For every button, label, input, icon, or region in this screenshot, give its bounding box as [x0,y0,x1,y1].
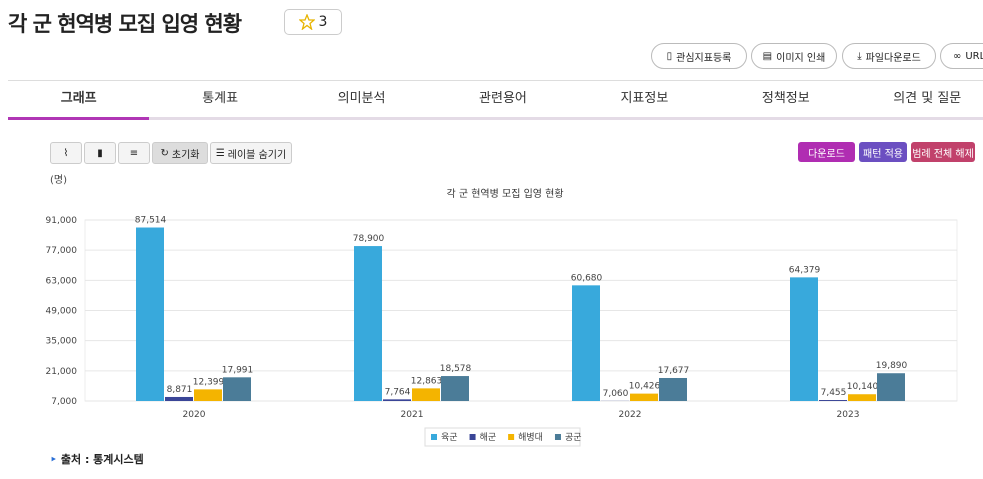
bar [877,373,905,401]
y-tick-label: 77,000 [46,246,78,256]
x-tick-label: 2022 [619,410,642,420]
tab[interactable]: 통계표 [202,91,239,106]
legend-label: 육군 [441,432,458,443]
value-label: 87,514 [135,216,167,226]
bar [441,376,469,401]
legend-box [424,427,581,447]
label: 패턴 적용 [863,148,903,160]
legend-label: 해병대 [518,432,543,443]
line-chart-button[interactable]: ⌇ [50,142,82,164]
bar [383,399,411,401]
bar [659,377,687,401]
hide-labels-button[interactable]: ☰ 레이블 숨기기 [210,142,292,164]
tab[interactable]: 그래프 [8,81,150,120]
bar-chart-button[interactable]: ▮ [84,142,116,164]
bar [354,246,382,401]
favorite-button[interactable]: 3 [284,9,342,35]
tab[interactable]: 의견 및 질문 [893,91,962,106]
x-tick-label: 2020 [183,410,206,420]
value-label: 60,680 [571,273,603,283]
label: 다운로드 [808,148,845,160]
tab[interactable]: 지표정보 [620,91,669,106]
bar [165,396,193,401]
reset-button[interactable]: ↻ 초기화 [152,142,208,164]
label: 이미지 인쇄 [776,52,826,64]
value-label: 17,677 [658,366,690,376]
star-icon [298,14,315,30]
value-label: 78,900 [353,234,385,244]
bar [630,393,658,401]
source-text: 출처 : 통계시스템 [60,453,144,466]
label: 레이블 숨기기 [227,149,287,161]
chart-title: 각 군 현역병 모집 입영 현황 [446,187,563,200]
bar [223,377,251,401]
bar [412,388,440,401]
legend-swatch [469,434,476,440]
legend-label: 해군 [480,432,497,443]
y-tick-label: 35,000 [46,337,78,347]
value-label: 10,426 [629,382,661,392]
bar [194,389,222,401]
y-tick-label: 63,000 [46,276,78,286]
value-label: 64,379 [789,265,821,275]
bar [819,400,847,401]
y-tick-label: 7,000 [51,397,77,407]
pattern-button[interactable]: 패턴 적용 [859,142,907,162]
legend-off-button[interactable]: 범례 전체 해제 [911,142,975,162]
value-label: 10,140 [847,382,879,392]
bar [136,227,164,401]
label: 초기화 [171,149,200,161]
label: 범례 전체 해제 [912,148,974,160]
bar [572,285,600,401]
value-label: 17,991 [222,365,254,375]
y-tick-label: 91,000 [46,216,78,226]
legend-swatch [431,434,437,440]
label: 관심지표등록 [676,52,732,64]
source: ‣ 출처 : 통계시스템 [50,453,144,466]
y-tick-label: 49,000 [46,307,78,317]
url-button[interactable]: ∞ URL [940,43,983,69]
legend-swatch [508,434,515,440]
bar [848,394,876,401]
bookmark-button[interactable]: ▯ 관심지표등록 [651,43,747,69]
hbar-chart-button[interactable]: ≡ [118,142,150,164]
download-file-button[interactable]: ⤓ 파일다운로드 [842,43,936,69]
y-tick-label: 21,000 [46,367,78,377]
favorite-count: 3 [318,14,328,30]
value-label: 7,455 [821,388,847,398]
value-label: 19,890 [876,361,908,371]
y-unit: (명) [50,174,67,186]
tab-bar: 그래프 통계표 의미분석 관련용어 지표정보 정책정보 의견 및 질문 [8,80,983,120]
value-label: 12,863 [411,376,443,386]
label: URL [965,50,983,62]
value-label: 8,871 [167,385,193,395]
bar [790,277,818,401]
value-label: 12,399 [193,377,225,387]
x-tick-label: 2021 [401,410,424,420]
tab[interactable]: 관련용어 [479,91,527,106]
label: 파일다운로드 [865,52,921,64]
print-button[interactable]: ▤ 이미지 인쇄 [751,43,837,69]
value-label: 18,578 [440,364,472,374]
value-label: 7,060 [603,389,629,399]
page-title: 각 군 현역병 모집 입영 현황 [8,12,242,36]
chart-download-button[interactable]: 다운로드 [798,142,855,162]
value-label: 7,764 [385,387,411,397]
legend-label: 공군 [565,432,582,443]
x-tick-label: 2023 [837,410,860,420]
legend-swatch [554,434,561,440]
tab[interactable]: 정책정보 [761,91,810,106]
tab[interactable]: 의미분석 [337,91,386,106]
